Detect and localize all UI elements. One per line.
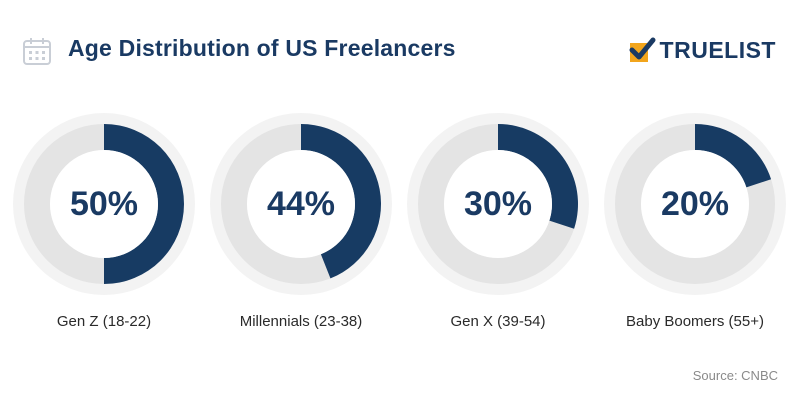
category-label: Baby Boomers (55+) — [626, 313, 764, 330]
category-label: Gen X (39-54) — [450, 313, 546, 330]
donut-svg — [210, 113, 392, 295]
donut-percent-label: 30% — [463, 184, 533, 223]
chart-title: Age Distribution of US Freelancers — [68, 35, 456, 61]
checkmark-clipboard-icon — [629, 37, 656, 62]
category-label: Millennials (23-38) — [239, 313, 363, 330]
donut-value-arc — [104, 124, 184, 284]
donut-chart: 50% — [12, 112, 196, 296]
source-note: Source: CNBC — [692, 368, 778, 383]
donut-hole — [444, 150, 552, 258]
donut-hole — [50, 150, 158, 258]
brand-logo: TRUELIST — [626, 32, 776, 68]
donut-svg — [13, 113, 195, 295]
donut-value-arc — [498, 124, 578, 229]
donut-hole — [247, 150, 355, 258]
donut-chart: 20% — [603, 112, 787, 296]
donut-hole — [641, 150, 749, 258]
category-label: Gen Z (18-22) — [56, 313, 152, 330]
donut-percent-label: 50% — [69, 184, 139, 223]
donut-value-arc — [301, 124, 382, 279]
donut-svg — [604, 113, 786, 295]
brand-name: TRUELIST — [659, 36, 776, 63]
donut-svg — [407, 113, 589, 295]
chart-header: Age Distribution of US Freelancers TRUEL… — [22, 32, 782, 72]
donut-value-arc — [695, 124, 772, 188]
donut-percent-label: 20% — [660, 184, 730, 223]
donut-chart: 30% — [406, 112, 590, 296]
donut-chart: 44% — [209, 112, 393, 296]
donut-percent-label: 44% — [266, 184, 336, 223]
calendar-icon — [23, 38, 51, 65]
